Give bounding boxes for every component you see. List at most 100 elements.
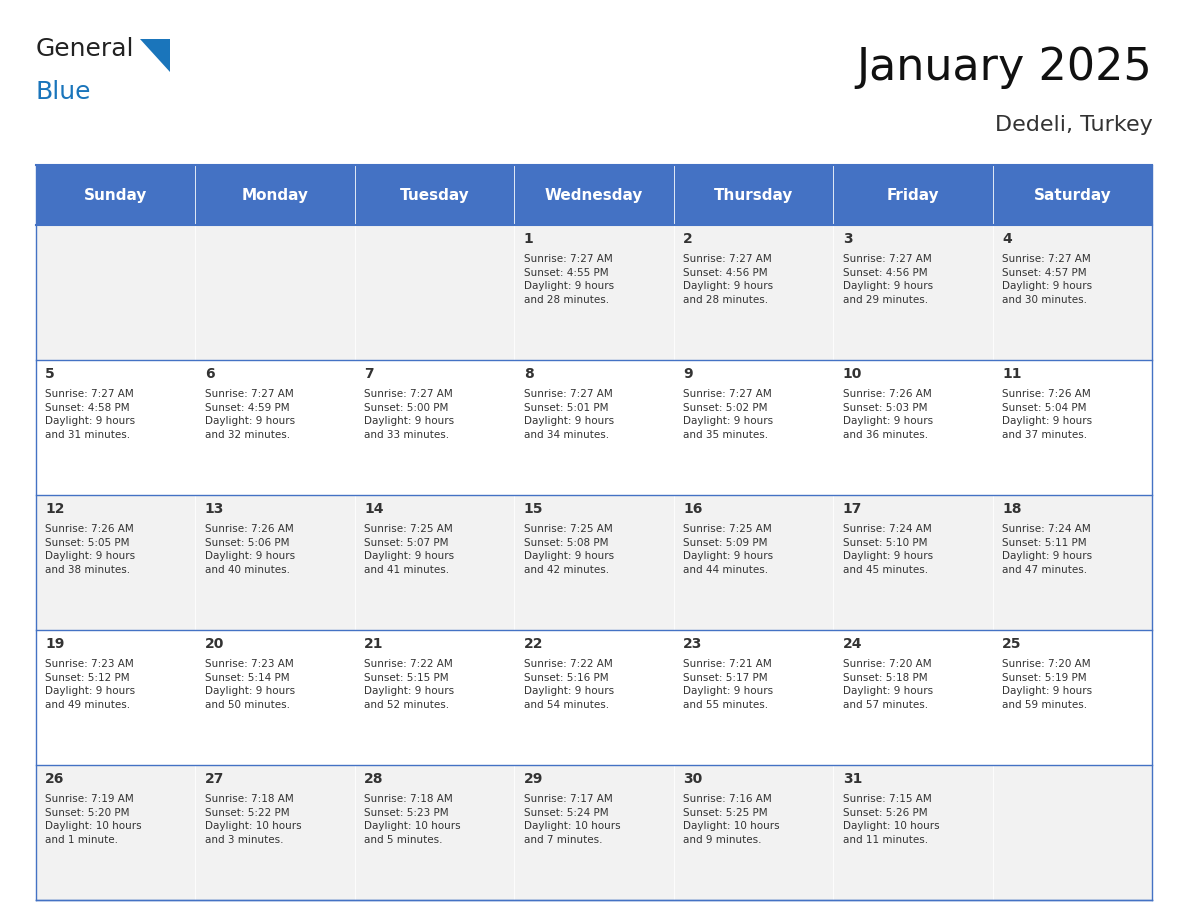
Text: Monday: Monday [241, 187, 309, 203]
Text: 27: 27 [204, 772, 225, 786]
Text: Sunrise: 7:24 AM
Sunset: 5:10 PM
Daylight: 9 hours
and 45 minutes.: Sunrise: 7:24 AM Sunset: 5:10 PM Dayligh… [842, 524, 933, 575]
FancyBboxPatch shape [833, 495, 993, 630]
Text: 22: 22 [524, 637, 543, 651]
Text: Sunrise: 7:20 AM
Sunset: 5:18 PM
Daylight: 9 hours
and 57 minutes.: Sunrise: 7:20 AM Sunset: 5:18 PM Dayligh… [842, 659, 933, 710]
FancyBboxPatch shape [514, 165, 674, 225]
FancyBboxPatch shape [36, 165, 195, 225]
Text: Sunrise: 7:26 AM
Sunset: 5:05 PM
Daylight: 9 hours
and 38 minutes.: Sunrise: 7:26 AM Sunset: 5:05 PM Dayligh… [45, 524, 135, 575]
FancyBboxPatch shape [993, 225, 1152, 360]
Text: Sunrise: 7:27 AM
Sunset: 5:00 PM
Daylight: 9 hours
and 33 minutes.: Sunrise: 7:27 AM Sunset: 5:00 PM Dayligh… [365, 389, 454, 440]
FancyBboxPatch shape [674, 765, 833, 900]
FancyBboxPatch shape [36, 360, 195, 495]
Text: 30: 30 [683, 772, 702, 786]
Text: 16: 16 [683, 502, 702, 516]
Text: 6: 6 [204, 367, 214, 381]
FancyBboxPatch shape [993, 360, 1152, 495]
Text: Blue: Blue [36, 80, 91, 104]
Text: 15: 15 [524, 502, 543, 516]
Text: General: General [36, 37, 134, 61]
Text: Sunrise: 7:24 AM
Sunset: 5:11 PM
Daylight: 9 hours
and 47 minutes.: Sunrise: 7:24 AM Sunset: 5:11 PM Dayligh… [1003, 524, 1093, 575]
FancyBboxPatch shape [195, 495, 355, 630]
Text: Sunrise: 7:18 AM
Sunset: 5:22 PM
Daylight: 10 hours
and 3 minutes.: Sunrise: 7:18 AM Sunset: 5:22 PM Dayligh… [204, 794, 302, 845]
FancyBboxPatch shape [993, 630, 1152, 765]
Text: Sunrise: 7:25 AM
Sunset: 5:09 PM
Daylight: 9 hours
and 44 minutes.: Sunrise: 7:25 AM Sunset: 5:09 PM Dayligh… [683, 524, 773, 575]
Text: 21: 21 [365, 637, 384, 651]
Text: Sunrise: 7:23 AM
Sunset: 5:14 PM
Daylight: 9 hours
and 50 minutes.: Sunrise: 7:23 AM Sunset: 5:14 PM Dayligh… [204, 659, 295, 710]
Text: 20: 20 [204, 637, 225, 651]
Text: 31: 31 [842, 772, 862, 786]
FancyBboxPatch shape [833, 360, 993, 495]
Text: Tuesday: Tuesday [399, 187, 469, 203]
Text: 1: 1 [524, 232, 533, 246]
Text: 12: 12 [45, 502, 64, 516]
Text: Sunrise: 7:17 AM
Sunset: 5:24 PM
Daylight: 10 hours
and 7 minutes.: Sunrise: 7:17 AM Sunset: 5:24 PM Dayligh… [524, 794, 620, 845]
Text: Sunrise: 7:27 AM
Sunset: 4:56 PM
Daylight: 9 hours
and 28 minutes.: Sunrise: 7:27 AM Sunset: 4:56 PM Dayligh… [683, 254, 773, 305]
Text: 23: 23 [683, 637, 702, 651]
Text: Wednesday: Wednesday [545, 187, 643, 203]
Text: Sunrise: 7:22 AM
Sunset: 5:15 PM
Daylight: 9 hours
and 52 minutes.: Sunrise: 7:22 AM Sunset: 5:15 PM Dayligh… [365, 659, 454, 710]
FancyBboxPatch shape [36, 765, 195, 900]
FancyBboxPatch shape [993, 495, 1152, 630]
Text: 5: 5 [45, 367, 55, 381]
Text: 9: 9 [683, 367, 693, 381]
FancyBboxPatch shape [195, 360, 355, 495]
Text: 2: 2 [683, 232, 693, 246]
Text: Sunrise: 7:19 AM
Sunset: 5:20 PM
Daylight: 10 hours
and 1 minute.: Sunrise: 7:19 AM Sunset: 5:20 PM Dayligh… [45, 794, 141, 845]
Text: 17: 17 [842, 502, 862, 516]
FancyBboxPatch shape [355, 765, 514, 900]
FancyBboxPatch shape [36, 495, 195, 630]
FancyBboxPatch shape [355, 165, 514, 225]
FancyBboxPatch shape [993, 165, 1152, 225]
Text: 19: 19 [45, 637, 64, 651]
Text: Sunday: Sunday [83, 187, 147, 203]
FancyBboxPatch shape [195, 165, 355, 225]
FancyBboxPatch shape [195, 630, 355, 765]
Text: Sunrise: 7:26 AM
Sunset: 5:04 PM
Daylight: 9 hours
and 37 minutes.: Sunrise: 7:26 AM Sunset: 5:04 PM Dayligh… [1003, 389, 1093, 440]
Text: 26: 26 [45, 772, 64, 786]
Text: Thursday: Thursday [714, 187, 794, 203]
Text: 3: 3 [842, 232, 853, 246]
FancyBboxPatch shape [674, 225, 833, 360]
FancyBboxPatch shape [674, 630, 833, 765]
Text: 10: 10 [842, 367, 862, 381]
Polygon shape [140, 39, 170, 72]
Text: Sunrise: 7:26 AM
Sunset: 5:06 PM
Daylight: 9 hours
and 40 minutes.: Sunrise: 7:26 AM Sunset: 5:06 PM Dayligh… [204, 524, 295, 575]
Text: Sunrise: 7:20 AM
Sunset: 5:19 PM
Daylight: 9 hours
and 59 minutes.: Sunrise: 7:20 AM Sunset: 5:19 PM Dayligh… [1003, 659, 1093, 710]
Text: Sunrise: 7:27 AM
Sunset: 4:59 PM
Daylight: 9 hours
and 32 minutes.: Sunrise: 7:27 AM Sunset: 4:59 PM Dayligh… [204, 389, 295, 440]
Text: 14: 14 [365, 502, 384, 516]
Text: 28: 28 [365, 772, 384, 786]
Text: Sunrise: 7:25 AM
Sunset: 5:07 PM
Daylight: 9 hours
and 41 minutes.: Sunrise: 7:25 AM Sunset: 5:07 PM Dayligh… [365, 524, 454, 575]
FancyBboxPatch shape [514, 360, 674, 495]
Text: January 2025: January 2025 [857, 46, 1152, 89]
Text: 25: 25 [1003, 637, 1022, 651]
Text: Sunrise: 7:27 AM
Sunset: 4:58 PM
Daylight: 9 hours
and 31 minutes.: Sunrise: 7:27 AM Sunset: 4:58 PM Dayligh… [45, 389, 135, 440]
Text: 7: 7 [365, 367, 374, 381]
FancyBboxPatch shape [195, 765, 355, 900]
FancyBboxPatch shape [195, 225, 355, 360]
Text: 4: 4 [1003, 232, 1012, 246]
Text: 13: 13 [204, 502, 225, 516]
FancyBboxPatch shape [355, 630, 514, 765]
FancyBboxPatch shape [674, 165, 833, 225]
Text: Sunrise: 7:27 AM
Sunset: 5:01 PM
Daylight: 9 hours
and 34 minutes.: Sunrise: 7:27 AM Sunset: 5:01 PM Dayligh… [524, 389, 614, 440]
FancyBboxPatch shape [514, 630, 674, 765]
Text: Sunrise: 7:25 AM
Sunset: 5:08 PM
Daylight: 9 hours
and 42 minutes.: Sunrise: 7:25 AM Sunset: 5:08 PM Dayligh… [524, 524, 614, 575]
FancyBboxPatch shape [36, 630, 195, 765]
FancyBboxPatch shape [674, 360, 833, 495]
Text: Sunrise: 7:18 AM
Sunset: 5:23 PM
Daylight: 10 hours
and 5 minutes.: Sunrise: 7:18 AM Sunset: 5:23 PM Dayligh… [365, 794, 461, 845]
FancyBboxPatch shape [514, 225, 674, 360]
FancyBboxPatch shape [355, 225, 514, 360]
FancyBboxPatch shape [833, 765, 993, 900]
Text: 24: 24 [842, 637, 862, 651]
Text: Sunrise: 7:27 AM
Sunset: 4:57 PM
Daylight: 9 hours
and 30 minutes.: Sunrise: 7:27 AM Sunset: 4:57 PM Dayligh… [1003, 254, 1093, 305]
Text: 29: 29 [524, 772, 543, 786]
Text: Sunrise: 7:26 AM
Sunset: 5:03 PM
Daylight: 9 hours
and 36 minutes.: Sunrise: 7:26 AM Sunset: 5:03 PM Dayligh… [842, 389, 933, 440]
Text: Sunrise: 7:27 AM
Sunset: 4:55 PM
Daylight: 9 hours
and 28 minutes.: Sunrise: 7:27 AM Sunset: 4:55 PM Dayligh… [524, 254, 614, 305]
FancyBboxPatch shape [833, 630, 993, 765]
FancyBboxPatch shape [993, 765, 1152, 900]
FancyBboxPatch shape [833, 225, 993, 360]
FancyBboxPatch shape [514, 765, 674, 900]
Text: Sunrise: 7:23 AM
Sunset: 5:12 PM
Daylight: 9 hours
and 49 minutes.: Sunrise: 7:23 AM Sunset: 5:12 PM Dayligh… [45, 659, 135, 710]
Text: Sunrise: 7:21 AM
Sunset: 5:17 PM
Daylight: 9 hours
and 55 minutes.: Sunrise: 7:21 AM Sunset: 5:17 PM Dayligh… [683, 659, 773, 710]
Text: Sunrise: 7:15 AM
Sunset: 5:26 PM
Daylight: 10 hours
and 11 minutes.: Sunrise: 7:15 AM Sunset: 5:26 PM Dayligh… [842, 794, 940, 845]
